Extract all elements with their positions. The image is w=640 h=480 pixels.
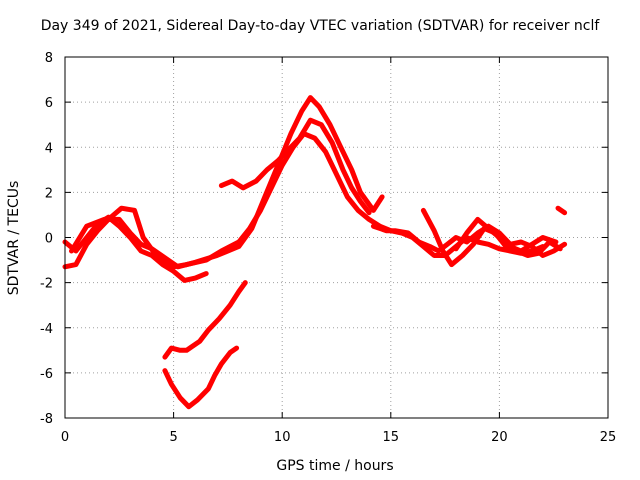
series-line-1 (62, 214, 209, 283)
chart-title: Day 349 of 2021, Sidereal Day-to-day VTE… (41, 18, 601, 34)
y-tick-label: -4 (40, 322, 53, 337)
x-axis-ticks: 0 5 10 15 20 25 (61, 57, 616, 445)
series-line-9 (162, 280, 248, 360)
y-tick-label: 8 (45, 51, 53, 66)
x-tick-label: 20 (491, 430, 508, 445)
y-tick-label: -2 (40, 277, 53, 292)
series-line-3 (69, 95, 385, 270)
y-tick-label: 0 (45, 232, 53, 247)
y-tick-label: 6 (45, 96, 53, 111)
y-tick-label: -8 (40, 412, 53, 427)
x-tick-label: 0 (61, 430, 69, 445)
y-axis-ticks: -8 -6 -4 -2 0 2 4 6 8 (40, 51, 608, 427)
y-axis-label: SDTVAR / TECUs (6, 181, 22, 296)
y-tick-label: 4 (45, 141, 53, 156)
x-tick-label: 10 (274, 430, 291, 445)
x-tick-label: 25 (600, 430, 617, 445)
plot-frame (64, 56, 609, 419)
y-tick-label: 2 (45, 186, 53, 201)
x-axis-label: GPS time / hours (276, 458, 393, 474)
series-line-10 (162, 345, 240, 410)
x-tick-label: 5 (169, 430, 177, 445)
x-tick-label: 15 (383, 430, 400, 445)
series-line-8 (555, 205, 568, 216)
grid (65, 57, 608, 418)
series-line-7 (453, 216, 559, 254)
y-tick-label: -6 (40, 367, 53, 382)
plot-series (62, 95, 568, 410)
series-line-4 (218, 117, 372, 216)
